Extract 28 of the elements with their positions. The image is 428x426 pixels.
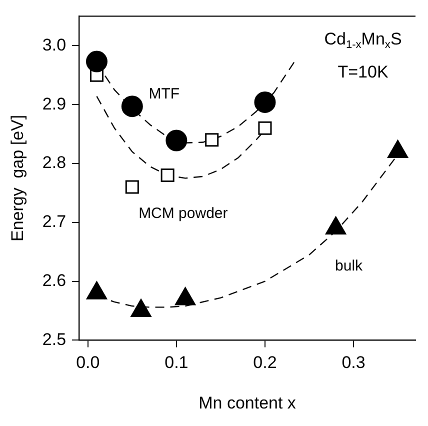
x-tick-label: 0.0 <box>76 353 100 372</box>
y-tick-label: 2.8 <box>42 153 66 172</box>
series-label: MCM powder <box>138 205 228 222</box>
y-tick-label: 2.6 <box>42 270 66 290</box>
point <box>175 287 196 306</box>
x-axis-title: Mn content x <box>198 393 296 412</box>
point <box>326 216 346 235</box>
x-tick-label: 0.2 <box>253 353 277 372</box>
y-tick-label: 2.7 <box>42 212 66 232</box>
point <box>258 121 272 135</box>
x-tick-label: 0.3 <box>342 353 366 372</box>
point <box>86 281 108 300</box>
series-label: MTF <box>148 85 180 102</box>
point <box>86 50 108 72</box>
point <box>205 133 219 147</box>
annotation: T=10K <box>338 62 389 82</box>
y-tick-label: 3.0 <box>42 35 66 54</box>
y-tick-label: 2.5 <box>42 330 66 349</box>
point <box>254 91 276 113</box>
series-label: bulk <box>335 257 364 274</box>
point <box>121 96 143 118</box>
y-axis-title: Energy gap [eV] <box>8 114 27 242</box>
x-tick-label: 0.1 <box>164 353 188 372</box>
point <box>130 298 152 317</box>
y-tick-label: 2.9 <box>42 94 66 114</box>
point <box>160 168 174 182</box>
point <box>166 130 188 152</box>
point <box>125 180 139 194</box>
